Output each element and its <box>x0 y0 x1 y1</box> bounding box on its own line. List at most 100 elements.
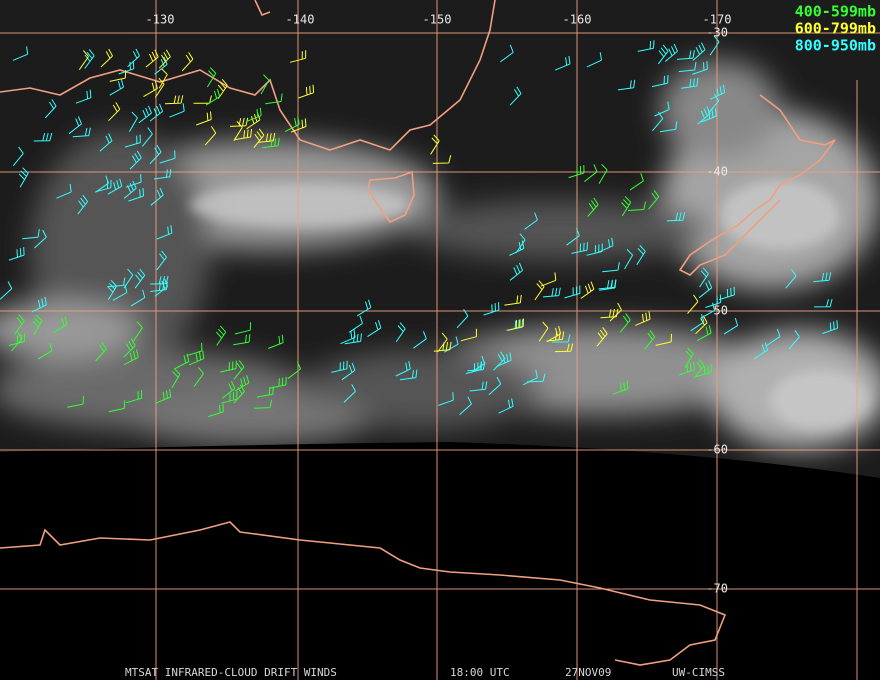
wind-barb <box>753 342 769 360</box>
wind-barb <box>566 228 580 246</box>
wind-barb <box>546 331 565 342</box>
wind-barb <box>171 368 181 389</box>
wind-barb <box>84 49 95 69</box>
wind-barb <box>262 137 280 149</box>
wind-barb <box>270 376 287 389</box>
wind-barb <box>260 74 270 95</box>
wind-barb <box>524 212 538 230</box>
wind-barb <box>654 101 670 117</box>
wind-barb <box>246 107 262 122</box>
wind-barb <box>154 77 165 98</box>
wind-barb <box>12 46 29 61</box>
wind-barb <box>692 42 706 61</box>
wind-barb <box>221 391 238 404</box>
product-label: MTSAT INFRARED-CLOUD DRIFT WINDS <box>125 666 337 679</box>
legend-entry: 600-799mb <box>795 20 876 38</box>
longitude-label: -170 <box>703 13 732 27</box>
wind-barb <box>8 247 25 261</box>
wind-barb <box>433 341 452 352</box>
wind-barb <box>695 364 712 378</box>
wind-barb <box>150 281 168 292</box>
wind-barb <box>220 360 237 373</box>
wind-barb <box>498 398 514 414</box>
wind-barb <box>284 116 300 133</box>
wind-barb <box>188 350 205 366</box>
wind-barb <box>552 334 571 343</box>
wind-barb <box>609 302 622 322</box>
wind-barb <box>698 280 713 299</box>
wind-barb <box>290 118 307 133</box>
longitude-label: -130 <box>146 13 175 27</box>
wind-barb <box>664 43 678 62</box>
wind-barb <box>627 201 646 211</box>
wind-barb <box>67 396 84 408</box>
wind-barb <box>33 132 53 142</box>
wind-barb <box>134 268 146 289</box>
wind-barb <box>637 40 655 52</box>
wind-barb <box>500 44 514 63</box>
wind-barb <box>813 272 832 283</box>
wind-barb <box>253 399 273 409</box>
wind-barb <box>655 333 672 346</box>
wind-barb <box>700 302 715 319</box>
wind-barb <box>584 164 598 182</box>
wind-barb <box>31 296 47 313</box>
wind-barb <box>154 56 168 75</box>
wind-barb <box>37 342 53 360</box>
wind-barb <box>395 361 411 377</box>
wind-barb <box>600 308 619 319</box>
wind-barb <box>636 245 646 266</box>
wind-barb <box>596 327 608 347</box>
wind-barb <box>534 280 545 301</box>
wind-barbs <box>0 35 838 418</box>
wind-barb <box>598 237 614 253</box>
wind-barb <box>678 62 697 73</box>
wind-barb <box>130 289 146 307</box>
time-label: 18:00 UTC <box>450 666 510 679</box>
latitude-label: -50 <box>706 304 728 318</box>
wind-barb <box>341 362 356 381</box>
longitude-label: -150 <box>423 13 452 27</box>
wind-barb <box>234 322 251 335</box>
wind-barb <box>95 179 112 193</box>
wind-barb <box>123 349 139 366</box>
latitude-label: -60 <box>706 443 728 457</box>
wind-barb <box>133 321 143 342</box>
wind-barb <box>123 338 136 358</box>
wind-barb <box>586 243 603 256</box>
wind-barb <box>158 68 168 89</box>
wind-barb <box>708 93 720 114</box>
wind-barb <box>456 309 469 329</box>
wind-barb <box>75 89 92 104</box>
wind-barb <box>693 359 705 379</box>
wind-barb <box>413 331 427 349</box>
wind-barb <box>624 249 634 270</box>
wind-barb <box>107 277 126 288</box>
wind-barb <box>44 99 57 119</box>
wind-barb <box>56 183 72 199</box>
wind-barb <box>128 111 138 132</box>
wind-barb <box>814 298 833 308</box>
wind-barb <box>181 52 194 72</box>
wind-barb <box>515 233 526 254</box>
wind-barb <box>287 361 301 380</box>
wind-barb <box>165 95 184 105</box>
wind-barb <box>399 369 418 381</box>
wind-barb <box>432 155 452 164</box>
wind-barb <box>648 190 660 210</box>
wind-barb <box>155 389 172 404</box>
wind-barb <box>331 360 348 373</box>
grid-labels: -130 -140 -150 -160 -170-30 -40 -50 -60 -70 <box>146 13 732 596</box>
wind-barb <box>657 44 669 65</box>
wind-barb <box>233 334 251 346</box>
wind-barb <box>395 322 406 343</box>
wind-barb <box>138 105 152 124</box>
wind-barb <box>72 127 91 138</box>
wind-barb <box>145 49 159 68</box>
source-label: UW-CIMSS <box>672 666 725 679</box>
wind-barb <box>542 287 561 298</box>
wind-barb <box>617 79 636 91</box>
wind-barb <box>766 328 781 346</box>
wind-barb <box>53 316 68 334</box>
